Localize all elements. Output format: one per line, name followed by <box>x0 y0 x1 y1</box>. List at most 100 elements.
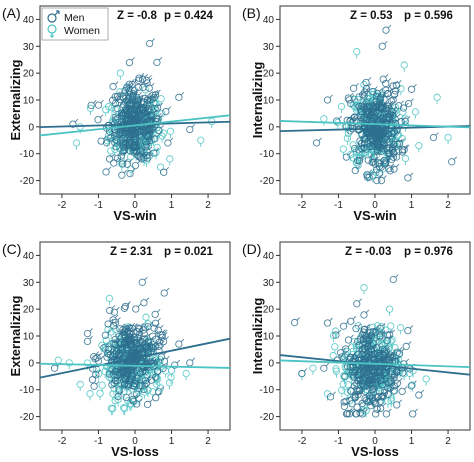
data-point-men <box>143 399 153 409</box>
data-point-men <box>123 95 133 105</box>
y-tick-label: 0 <box>28 358 34 369</box>
x-tick-label: -1 <box>94 436 103 447</box>
data-point-women <box>72 139 81 150</box>
data-point-women <box>158 109 166 121</box>
panel-b-label: (B) <box>242 5 261 21</box>
data-point-men <box>106 305 115 315</box>
data-point-men <box>375 135 385 145</box>
data-point-men <box>110 306 120 316</box>
data-point-men <box>83 336 93 346</box>
data-point-women <box>167 373 175 384</box>
data-point-men <box>132 99 142 109</box>
data-point-men <box>373 88 383 98</box>
panel-c-y-label: Externalizing <box>8 295 23 376</box>
data-point-women <box>142 313 150 324</box>
y-tick-label: -20 <box>260 412 275 423</box>
data-point-men <box>132 303 142 313</box>
y-tick-label: 40 <box>263 251 275 262</box>
data-point-women <box>385 305 394 316</box>
data-point-men <box>110 157 120 167</box>
data-point-men <box>135 130 145 139</box>
data-point-women <box>110 384 118 396</box>
panel-a-y-label: Externalizing <box>8 59 23 140</box>
data-point-men <box>111 98 121 108</box>
data-point-women <box>166 155 174 166</box>
data-point-women <box>353 48 361 59</box>
data-point-men <box>350 143 360 153</box>
data-point-men <box>186 357 196 367</box>
x-tick-label: -1 <box>334 200 343 211</box>
data-point-women <box>343 134 352 145</box>
data-point-men <box>404 172 414 182</box>
data-point-women <box>165 379 174 390</box>
data-point-women <box>161 367 170 378</box>
y-tick-label: 10 <box>263 96 275 107</box>
data-point-men <box>366 110 376 120</box>
data-point-women <box>411 108 420 119</box>
fit-line-women <box>279 120 471 129</box>
data-point-men <box>94 114 104 124</box>
x-tick-label: 1 <box>409 200 415 211</box>
data-point-women <box>346 150 355 162</box>
data-point-men <box>352 323 362 333</box>
data-point-men <box>382 408 392 418</box>
data-point-men <box>175 91 185 101</box>
data-point-women <box>114 396 122 407</box>
data-point-women <box>197 136 205 147</box>
data-point-men <box>383 105 393 115</box>
data-point-women <box>401 154 410 166</box>
data-point-men <box>123 158 133 168</box>
data-point-men <box>121 301 131 311</box>
data-point-women <box>338 386 346 398</box>
y-tick-label: -20 <box>20 176 35 187</box>
data-point-men <box>375 167 385 177</box>
data-point-men <box>136 151 146 161</box>
y-tick-label: 20 <box>23 305 35 316</box>
fit-line-women <box>39 114 231 137</box>
data-point-men <box>429 132 439 142</box>
panel-b-points <box>312 24 458 185</box>
data-point-men <box>347 98 357 108</box>
data-point-men <box>118 169 128 179</box>
data-point-men <box>377 175 387 185</box>
data-point-men <box>102 137 112 147</box>
x-tick-label: -2 <box>297 436 306 447</box>
data-point-women <box>86 104 95 115</box>
data-point-men <box>364 154 374 164</box>
data-point-men <box>132 91 142 101</box>
data-point-men <box>355 101 365 111</box>
panel-a-x-label: VS-win <box>113 208 156 223</box>
panel-c-x-label: VS-loss <box>111 444 159 459</box>
data-point-men <box>151 133 161 143</box>
data-point-men <box>147 124 157 134</box>
data-point-men <box>125 78 135 88</box>
data-point-men <box>368 157 378 167</box>
data-point-men <box>395 100 404 110</box>
data-point-men <box>368 112 378 122</box>
data-point-men <box>97 135 107 145</box>
y-tick-label: 40 <box>263 15 275 26</box>
data-point-men <box>102 166 112 176</box>
legend-men-marker <box>47 10 60 23</box>
data-point-men <box>383 143 393 153</box>
panel-c-z-stat: Z = 2.31 <box>110 246 153 258</box>
y-tick-label: 30 <box>263 42 275 53</box>
data-point-men <box>359 89 369 99</box>
data-point-men <box>363 169 373 179</box>
data-point-men <box>129 142 139 152</box>
y-tick-label: -10 <box>20 149 35 160</box>
data-point-men <box>141 93 151 103</box>
data-point-men <box>186 124 196 134</box>
data-point-women <box>107 328 115 339</box>
data-point-women <box>98 381 106 392</box>
data-point-men <box>87 100 97 110</box>
y-tick-label: 40 <box>23 251 35 262</box>
data-point-men <box>398 146 408 156</box>
y-tick-label: 0 <box>268 358 274 369</box>
data-point-women <box>76 380 84 392</box>
data-point-women <box>400 61 408 72</box>
